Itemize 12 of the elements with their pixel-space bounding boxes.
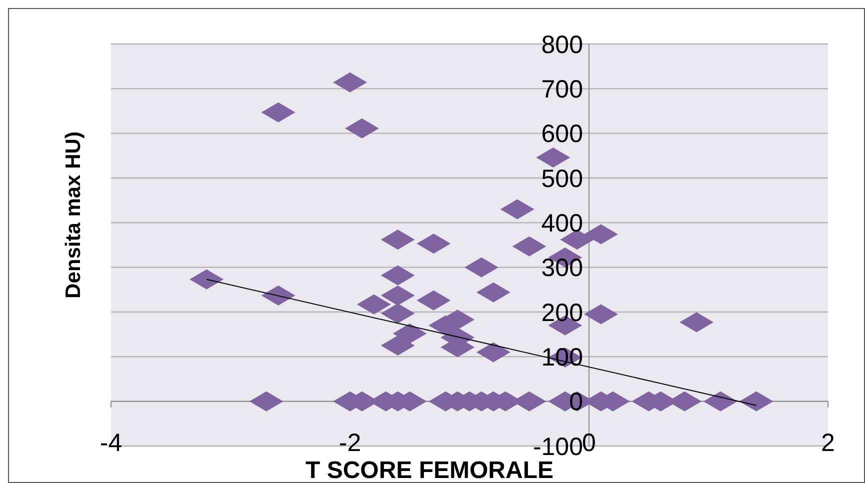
y-tick-label: 200 [541, 298, 583, 327]
y-tick-label: 400 [541, 209, 583, 238]
x-tick-label: -2 [338, 429, 362, 457]
y-tick-label: 600 [541, 120, 583, 148]
y-tick-label: 800 [541, 30, 583, 59]
x-tick-label: -4 [100, 429, 122, 457]
y-axis-title: Densita max HU) [62, 132, 85, 298]
y-tick-label: 300 [541, 254, 583, 282]
x-tick-label: 2 [821, 429, 835, 457]
y-tick-label: 700 [541, 75, 583, 104]
y-tick-label: 500 [541, 164, 583, 193]
y-tick-label: 0 [569, 388, 583, 416]
